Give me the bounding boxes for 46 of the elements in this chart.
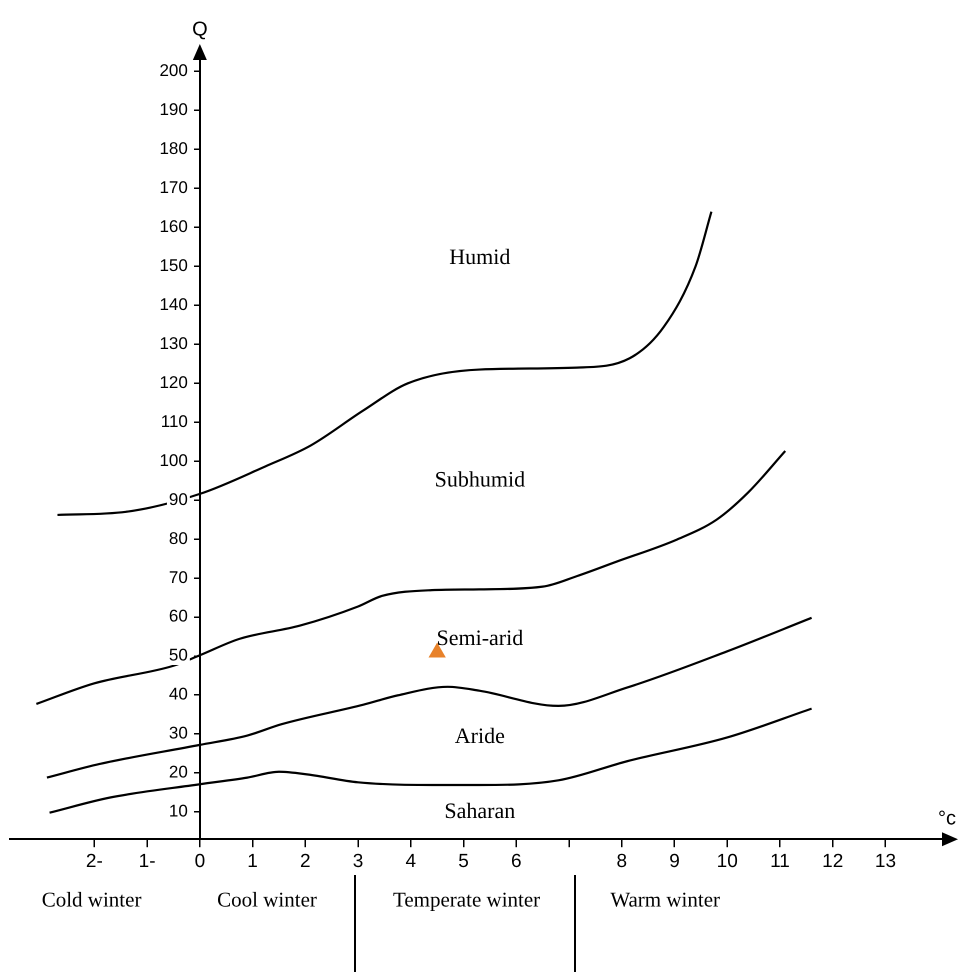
y-tick-label: 10	[168, 802, 188, 821]
y-tick-label: 200	[159, 61, 188, 80]
text: Warm winter	[610, 888, 720, 912]
x-tick-label: 9	[669, 850, 680, 872]
x-tick-label: 5	[458, 850, 469, 872]
text: Cold winter	[42, 888, 142, 912]
y-tick-label: 30	[168, 724, 188, 743]
y-tick-label: 90	[168, 490, 188, 509]
annotation: Saharan	[444, 798, 516, 823]
x-tick-label: 1-	[138, 850, 156, 872]
y-tick-label: 130	[159, 334, 188, 353]
annotation: Humid	[449, 244, 510, 270]
y-tick-label: 50	[168, 646, 188, 665]
x-tick-label: 0	[194, 850, 206, 872]
x-tick-label: 8	[616, 850, 628, 872]
y-tick-label: 180	[159, 139, 188, 158]
y-tick-label: 160	[159, 216, 188, 236]
y-tick-label: 40	[168, 684, 188, 704]
y-tick-label: 190	[159, 100, 188, 120]
x-tick-label: 2-	[86, 850, 103, 872]
y-tick-label: 110	[160, 412, 188, 431]
annotation: Semi-arid	[436, 625, 524, 650]
x-tick-label: 10	[716, 850, 738, 872]
y-tick-label: 70	[168, 568, 188, 587]
x-tick-label: 13	[874, 850, 896, 872]
x-tick-label: 1	[247, 850, 258, 872]
x-tick-label: 4	[406, 850, 417, 872]
annotation: Aride	[454, 722, 505, 748]
y-tick-label: 80	[168, 528, 188, 548]
y-tick-label: 150	[159, 256, 188, 275]
x-axis-title: °c	[938, 808, 956, 830]
x-tick-label: 11	[770, 850, 790, 872]
y-tick-label: 140	[159, 294, 188, 314]
y-axis-title: Q	[192, 18, 208, 41]
x-tick-label: 12	[822, 850, 844, 872]
y-tick-label: 60	[168, 606, 188, 626]
x-tick-label: 2	[300, 850, 311, 872]
annotation: Subhumid	[434, 466, 526, 492]
y-tick-label: 100	[159, 450, 188, 470]
y-tick-label: 120	[159, 372, 188, 392]
text: Cool winter	[217, 888, 317, 912]
y-tick-label: 20	[168, 762, 188, 782]
y-tick-label: 170	[159, 178, 188, 197]
text: Temperate winter	[392, 888, 540, 912]
x-tick-label: 3	[352, 850, 364, 872]
x-tick-label: 6	[510, 850, 522, 872]
